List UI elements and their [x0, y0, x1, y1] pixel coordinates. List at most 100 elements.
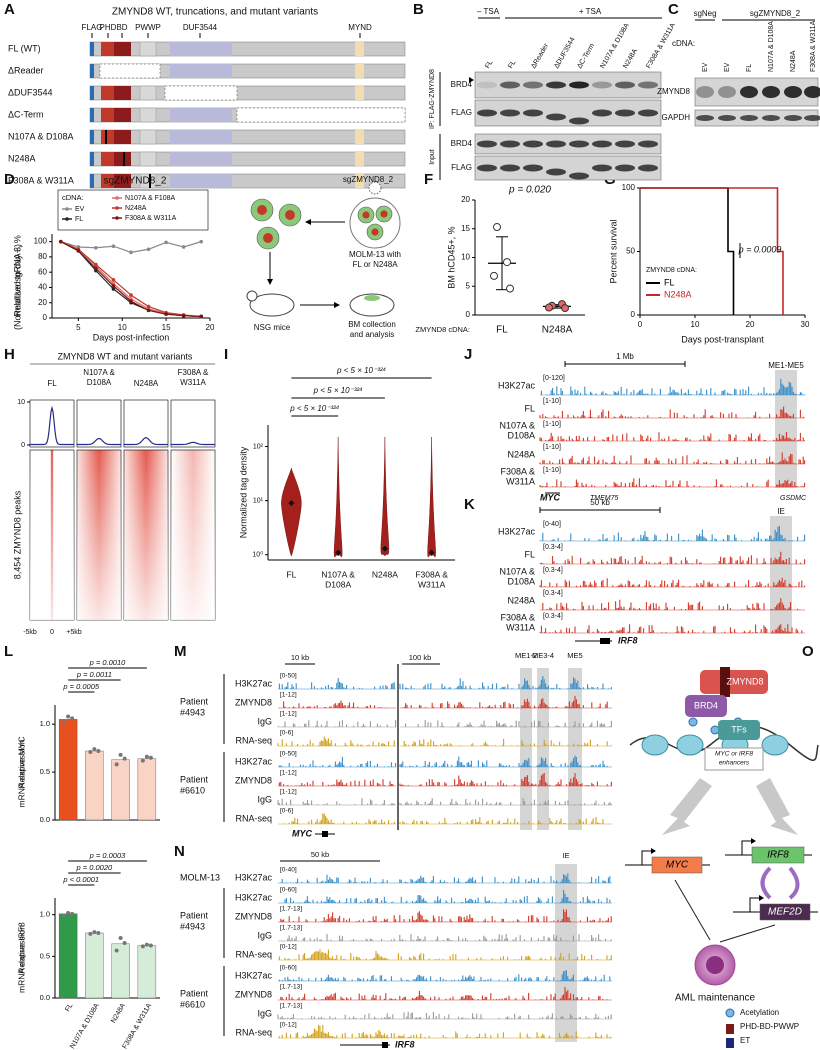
signal-track [399, 773, 612, 786]
legend-dot [65, 207, 69, 211]
flag-domain [90, 64, 94, 78]
point [122, 756, 127, 761]
bd-domain [114, 130, 131, 144]
blot-band [569, 140, 589, 148]
y-tick-label: 20 [38, 298, 47, 307]
track-label: D108A [507, 576, 535, 586]
arrowhead [305, 219, 311, 225]
arrowhead [751, 838, 756, 844]
point [114, 948, 119, 953]
blot-label: FLAG [451, 163, 472, 172]
patient-label: #6610 [180, 999, 205, 1009]
panel-letter: L [4, 643, 13, 660]
legend-label: Acetylation [740, 1008, 779, 1017]
cell-group [349, 197, 401, 249]
track-label: RNA-seq [235, 813, 272, 823]
x-tick-label: F308A & W311A [122, 1002, 154, 1050]
lane-label: F308A & W311A [810, 20, 817, 72]
gene-label: IRF8 [395, 1039, 415, 1049]
track-label: N248A [507, 595, 535, 605]
region-label: ME3-4 [532, 651, 554, 660]
y-axis-label: BM hCD45+, % [446, 226, 456, 288]
patient-label: Patient [180, 988, 209, 998]
signal-track [399, 798, 612, 805]
signal-track [403, 695, 608, 708]
lane-label: FL [507, 59, 517, 70]
blot-band [500, 164, 520, 172]
lane-label: N248A [790, 50, 797, 72]
blot-label: ZMYND8 [657, 87, 690, 96]
violin [380, 437, 390, 557]
y-tick-label: 10 [461, 253, 470, 262]
profile-box [170, 399, 216, 448]
p-value: p < 0.0001 [62, 875, 99, 884]
highlight [568, 668, 582, 830]
point [148, 943, 153, 948]
column-label: F308A & [178, 368, 209, 377]
heatmap-fade [30, 450, 74, 620]
x-tick-label: 10 [118, 323, 127, 332]
y-tick-label: 0 [43, 313, 48, 322]
y-tick-label: 0.0 [40, 815, 50, 824]
highlight [537, 668, 549, 830]
blot-band [804, 115, 820, 121]
blot-band [615, 140, 635, 148]
track-label: FL [524, 403, 535, 413]
gene-box [651, 856, 703, 874]
signal-track [399, 816, 604, 824]
point [146, 304, 151, 309]
lane-label: EV [724, 62, 731, 72]
highlight [555, 864, 577, 1042]
track-label: IgG [257, 930, 272, 940]
blot-band [477, 81, 497, 89]
point [76, 249, 81, 253]
duf-domain [170, 152, 232, 166]
phd-domain [101, 108, 114, 122]
aml-nucleus [706, 956, 724, 974]
point [503, 258, 511, 267]
exon [322, 831, 328, 837]
legend-phd [726, 1024, 734, 1034]
label: sgNeg [693, 9, 716, 18]
signal-track [539, 406, 804, 418]
profile-peak [123, 436, 168, 446]
mynd-domain [355, 86, 364, 100]
y-axis-label: Percent survival [608, 219, 618, 283]
point [62, 913, 67, 918]
track-label: H3K27ac [235, 970, 273, 980]
blot-band [477, 140, 497, 148]
blot-band [569, 81, 589, 89]
x-tick-label: 0 [638, 320, 643, 329]
track-range: [0-120] [543, 375, 565, 382]
median [428, 549, 435, 556]
point [164, 240, 168, 245]
domain-label: BD [116, 23, 127, 32]
pwwp-domain [139, 85, 157, 101]
track-range: [1.7-13] [280, 925, 302, 932]
median [335, 549, 342, 556]
label: NSG mice [254, 323, 291, 332]
signal-track [283, 700, 387, 708]
panel-letter: M [174, 643, 187, 660]
y-tick-label: 10¹ [253, 497, 264, 504]
legend-label: F308A & W311A [125, 215, 177, 222]
gene-box [759, 903, 811, 921]
nucleus [257, 205, 267, 215]
point [66, 714, 71, 719]
point [114, 762, 119, 767]
region-label: ME1-ME5 [768, 361, 804, 370]
point [118, 936, 123, 940]
blot-band [523, 164, 543, 172]
domain-label: FLAG [82, 23, 103, 32]
tf-box [718, 720, 760, 740]
highlight [770, 516, 792, 634]
point [181, 245, 186, 249]
track-range: [0.3-4] [543, 590, 563, 597]
x-tick-label: 30 [801, 320, 810, 329]
signal-track [281, 933, 612, 941]
blot-band [569, 117, 589, 125]
x-tick-label: 0 [50, 629, 54, 636]
blot-band [592, 81, 612, 89]
point [490, 271, 498, 280]
blot-band [477, 109, 497, 117]
